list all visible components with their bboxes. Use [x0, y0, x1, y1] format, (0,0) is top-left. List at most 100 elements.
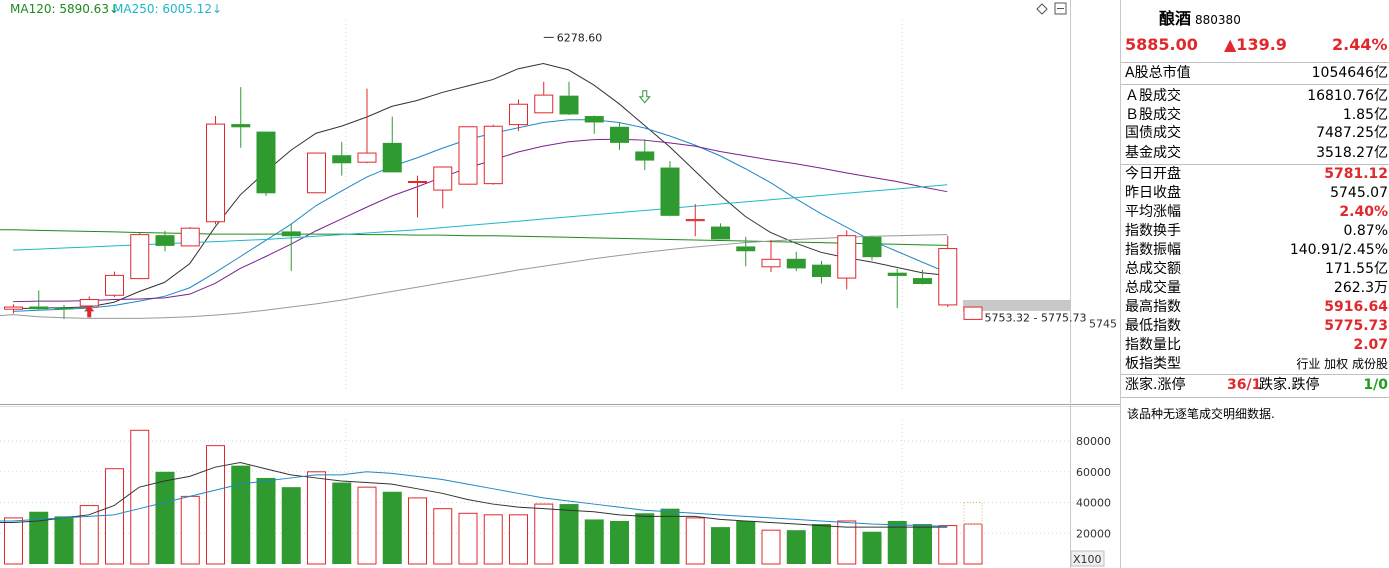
stat-row: 最低指数 5775.73 [1121, 317, 1388, 336]
volume-bar [29, 511, 49, 564]
divider [1121, 62, 1389, 63]
high-marker-label: 6278.60 [557, 31, 603, 44]
candle [458, 126, 478, 185]
volume-bar [711, 527, 730, 564]
stat-label: 国债成交 [1125, 125, 1181, 141]
volume-bar [534, 503, 554, 565]
stat-row: Ａ股成交 16810.76亿 [1121, 87, 1388, 106]
stat-label: Ａ股成交 [1125, 88, 1181, 104]
up-limit-label: 涨家.涨停 [1125, 377, 1186, 393]
candle [938, 235, 958, 308]
stat-row: 平均涨幅 2.40% [1121, 203, 1388, 222]
volume-bar [913, 524, 932, 564]
candle-body [534, 94, 554, 114]
candle [913, 270, 932, 285]
candle-body [4, 306, 23, 310]
volume-ma-line [0, 471, 948, 527]
current-price-bar [963, 299, 1070, 311]
candle [382, 116, 402, 173]
volume-bar [382, 491, 402, 564]
candle-body [155, 235, 175, 246]
volume-ma-line [0, 462, 948, 528]
candle [180, 227, 200, 247]
candle [4, 304, 23, 314]
down-limit-value: 1/0 [1363, 377, 1388, 393]
candle [761, 239, 781, 273]
candle-body [382, 142, 402, 173]
stat-row: 指数振幅 140.91/2.45% [1121, 241, 1388, 260]
candle-body [736, 246, 756, 252]
diamond-icon[interactable] [1036, 3, 1048, 15]
tick-data-note: 该品种无逐笔成交明细数据. [1127, 407, 1275, 421]
candle [786, 251, 806, 272]
index-change-pct: 2.44% [1332, 35, 1388, 54]
candle [610, 121, 629, 150]
candle-body [509, 103, 528, 126]
candle [509, 99, 528, 132]
index-code: 880380 [1195, 13, 1241, 27]
volume-unit-box [1070, 550, 1105, 567]
stat-label: 总成交额 [1125, 261, 1181, 277]
up-limit-value: 36/1 [1227, 377, 1262, 393]
stat-label: 指数量比 [1125, 337, 1181, 353]
candle [206, 116, 225, 225]
volume-bar [357, 486, 377, 565]
price-ma-lines [0, 62, 948, 319]
price-axis-label: 5745 [1089, 318, 1117, 331]
volume-bar [206, 445, 225, 565]
volume-bar [660, 508, 680, 564]
stat-value[interactable]: 行业 加权 成份股 [1296, 357, 1388, 371]
stat-row: A股总市值 1054646亿 [1121, 64, 1388, 83]
stat-label: 指数振幅 [1125, 242, 1181, 258]
volume-bar [559, 504, 579, 564]
candle-body [812, 264, 831, 278]
volume-bar [105, 468, 124, 565]
volume-bars [4, 429, 983, 565]
candle [660, 161, 680, 217]
candle-body [458, 126, 478, 185]
stat-value: 5775.73 [1324, 318, 1388, 334]
candle-body [711, 226, 730, 240]
candle-body [837, 235, 857, 279]
volume-bar [155, 471, 175, 564]
candle [584, 115, 604, 134]
candle-body [281, 231, 301, 237]
stat-label: 最低指数 [1125, 318, 1181, 334]
volume-tick-label: 60000 [1076, 466, 1111, 479]
candlestick-chart[interactable]: 5753.32 - 5775.73 6278.60 5745 20000 40000 6… [0, 0, 1120, 568]
candle-body [433, 166, 453, 191]
stat-value: 171.55亿 [1325, 261, 1388, 277]
stat-row: 今日开盘 5781.12 [1121, 165, 1388, 184]
candle-body [635, 151, 655, 161]
volume-bar [812, 524, 831, 564]
volume-forecast [963, 502, 983, 525]
stat-row: 昨日收盘 5745.07 [1121, 184, 1388, 203]
candle-body [408, 181, 427, 184]
divider [1121, 84, 1389, 85]
candle-body [54, 307, 74, 310]
stat-row: 总成交额 171.55亿 [1121, 260, 1388, 279]
price-ma-line [12, 62, 948, 310]
volume-bar [256, 477, 276, 564]
stat-value: 1054646亿 [1311, 65, 1388, 81]
volume-tick-label: 80000 [1076, 435, 1111, 448]
stat-value: 0.87% [1343, 223, 1388, 239]
price-ma-line [0, 234, 948, 319]
candle-body [231, 124, 251, 128]
divider [1121, 397, 1389, 398]
candle [711, 223, 730, 240]
collapse-icon[interactable] [1054, 2, 1067, 15]
stat-label: 板指类型 [1125, 356, 1181, 372]
stat-row: 板指类型 行业 加权 成份股 [1121, 355, 1388, 374]
volume-bar [685, 517, 705, 565]
candle [837, 230, 857, 290]
stat-row: 最高指数 5916.64 [1121, 298, 1388, 317]
price-ma-line [12, 184, 948, 251]
stat-row: 基金成交 3518.27亿 [1121, 144, 1388, 163]
quote-panel: 酿酒 880380 5885.00 ▲139.9 2.44% A股总市值 10546… [1120, 0, 1389, 568]
stat-value: 5916.64 [1324, 299, 1388, 315]
volume-unit-label: X100 [1073, 553, 1102, 566]
candle [559, 81, 579, 115]
candle [130, 232, 150, 280]
chart-grid [0, 0, 1120, 568]
